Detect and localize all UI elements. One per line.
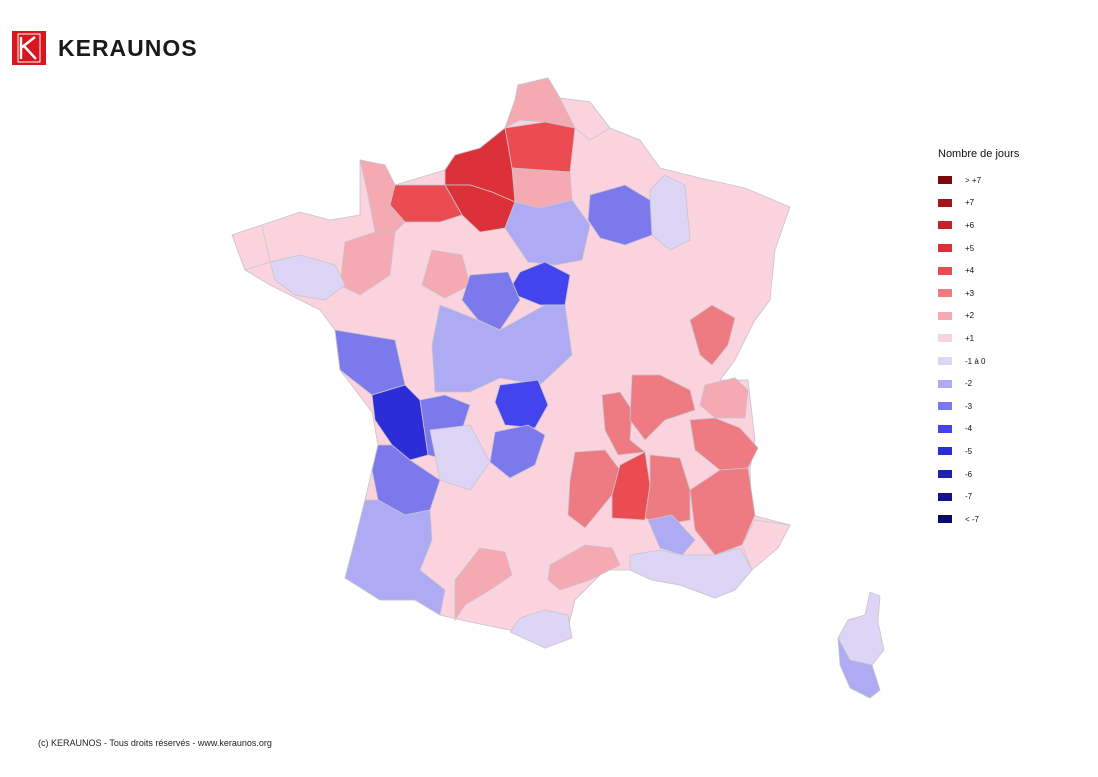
legend-swatch: [938, 311, 952, 320]
legend-label: +4: [965, 266, 975, 276]
legend-item: +2: [938, 305, 1019, 328]
legend-label: +5: [965, 243, 975, 253]
legend-label: -3: [965, 401, 973, 411]
map-region: [431, 304, 573, 393]
map-region: [504, 121, 576, 173]
keraunos-logo: KERAUNOS: [12, 31, 198, 65]
legend-item: -2: [938, 372, 1019, 395]
map-region: [837, 637, 881, 699]
legend-label: -4: [965, 424, 973, 434]
legend-label: +1: [965, 333, 975, 343]
legend-item: +7: [938, 192, 1019, 215]
map-region: [504, 199, 591, 266]
map-region: [547, 544, 621, 591]
legend-swatch: [938, 357, 952, 366]
legend-item: +1: [938, 327, 1019, 350]
copyright-footer: (c) KERAUNOS - Tous droits réservés - ww…: [38, 738, 272, 748]
map-region: [344, 499, 446, 616]
map-region: [689, 304, 736, 366]
legend-label: -1 à 0: [965, 356, 986, 366]
legend-swatch: [938, 379, 952, 388]
legend-item: -4: [938, 418, 1019, 441]
legend-swatch: [938, 424, 952, 433]
legend-label: +7: [965, 198, 975, 208]
legend-label: > +7: [965, 175, 982, 185]
legend-swatch: [938, 266, 952, 275]
legend-item: < -7: [938, 508, 1019, 531]
legend-swatch: [938, 402, 952, 411]
legend-item: +5: [938, 237, 1019, 260]
map-region: [649, 174, 691, 251]
legend-swatch: [938, 289, 952, 298]
legend-item: -5: [938, 440, 1019, 463]
legend-item: +4: [938, 259, 1019, 282]
map-region: [231, 224, 271, 271]
legend-swatch: [938, 492, 952, 501]
map-region: [587, 184, 653, 246]
map-region: [689, 417, 759, 471]
legend-label: +2: [965, 311, 975, 321]
map-region: [699, 377, 749, 419]
map-region: [611, 451, 651, 521]
legend-swatch: [938, 221, 952, 230]
legend-label: +6: [965, 220, 975, 230]
legend-label: +3: [965, 288, 975, 298]
map-region: [629, 547, 753, 599]
legend-item: -7: [938, 485, 1019, 508]
legend-swatch: [938, 470, 952, 479]
legend-swatch: [938, 334, 952, 343]
map-region: [567, 449, 621, 529]
keraunos-logo-icon: [12, 31, 46, 65]
legend-swatch: [938, 244, 952, 253]
map-region: [509, 609, 573, 649]
legend-item: > +7: [938, 169, 1019, 192]
map-region: [371, 384, 429, 461]
map-region: [334, 329, 406, 396]
legend-swatch: [938, 447, 952, 456]
map-region: [429, 424, 491, 491]
legend-swatch: [938, 198, 952, 207]
map-region: [647, 514, 696, 556]
legend-label: -6: [965, 469, 973, 479]
legend-swatch: [938, 515, 952, 524]
legend-label: < -7: [965, 514, 980, 524]
legend-item: -6: [938, 463, 1019, 486]
map-region: [559, 97, 611, 141]
legend-title: Nombre de jours: [938, 148, 1020, 160]
legend-label: -2: [965, 379, 973, 389]
map-region: [269, 254, 346, 301]
map-region: [741, 519, 791, 571]
legend-swatch: [938, 176, 952, 185]
map-region: [601, 391, 647, 456]
map-legend: Nombre de jours > +7 +7 +6 +5 +4 +3 +2 +1 -1 à 0…: [938, 148, 1019, 531]
legend-item: -3: [938, 395, 1019, 418]
legend-item: -1 à 0: [938, 350, 1019, 373]
brand-name: KERAUNOS: [58, 34, 198, 61]
map-region: [421, 249, 471, 299]
map-region: [689, 467, 756, 556]
legend-item: +6: [938, 214, 1019, 237]
map-region: [629, 374, 696, 441]
legend-item: +3: [938, 282, 1019, 305]
map-region: [454, 547, 513, 622]
map-region: [359, 159, 406, 233]
legend-label: -5: [965, 446, 973, 456]
map-region: [494, 379, 549, 429]
legend-label: -7: [965, 492, 973, 502]
